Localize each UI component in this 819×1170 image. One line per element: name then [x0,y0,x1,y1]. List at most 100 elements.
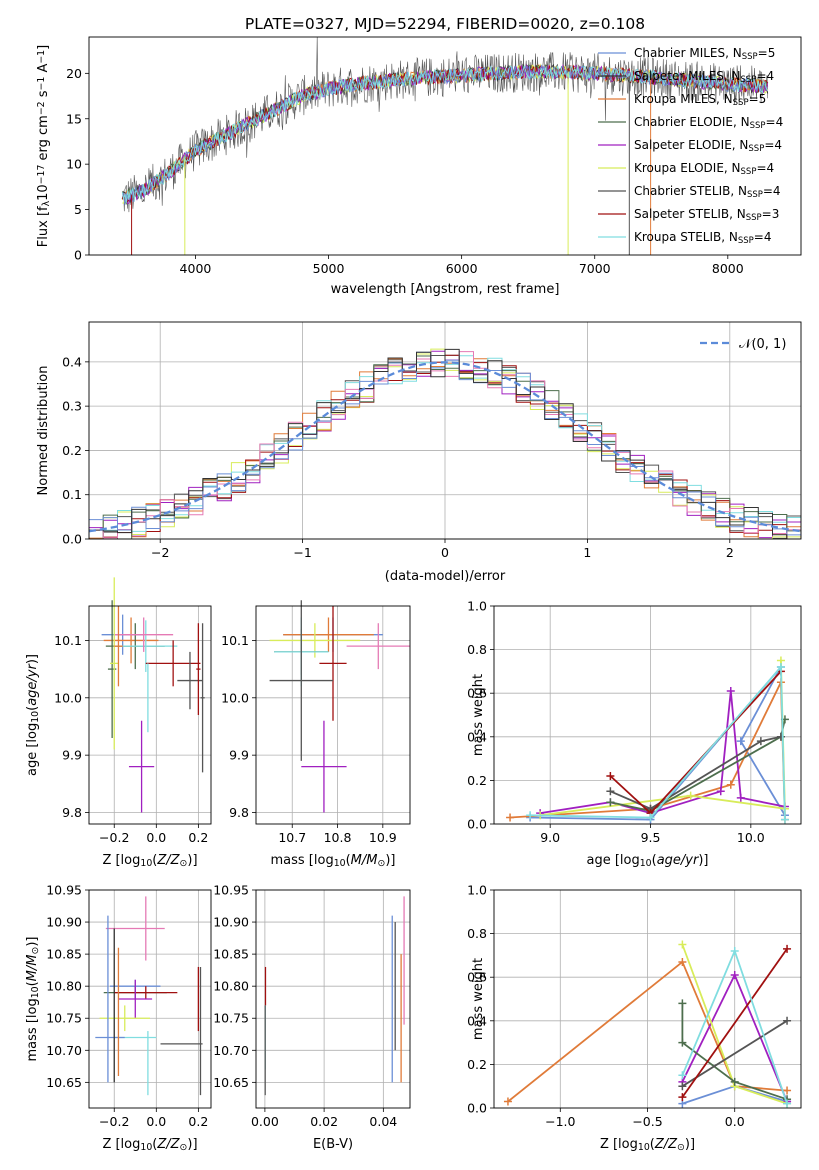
y-tick-label: 1.0 [467,883,487,898]
y-axis-label: Flux [fλ10−17 erg cm−2 s−1 A−1] [36,45,52,247]
x-axis-label: mass [log10(M/M⊙)] [271,853,396,869]
weight-line [540,660,786,817]
x-tick-label: 10.7 [278,830,306,845]
y-tick-label: 0.2 [62,443,82,458]
x-tick-label: 6000 [446,261,478,276]
axes-frame [255,605,411,825]
legend: Chabrier MILES, NSSP=5 Salpeter MILES, NS… [598,46,783,246]
weight-marker [783,1099,792,1108]
y-tick-label: 15 [66,111,82,126]
y-tick-label: 0.0 [62,532,82,547]
x-tick-label: −1.0 [545,1114,575,1129]
y-axis-label: age [log10(age/yr)] [25,654,41,776]
x-axis-label: Z [log10(Z/Z⊙)] [600,1137,695,1153]
y-tick-label: 1.0 [467,599,487,614]
x-tick-label: 10.8 [324,830,352,845]
y-tick-label: 0.1 [62,487,82,502]
weight-marker [606,787,615,796]
y-tick-label: 10.0 [221,690,249,705]
y-tick-label: 10.80 [46,979,82,994]
legend-entry: Salpeter STELIB, NSSP=3 [634,207,779,223]
weight-marker [730,1077,739,1086]
weight-marker [646,813,655,822]
y-axis-label: mass [log10(M/M⊙)] [25,937,41,1062]
weight-marker [736,737,745,746]
weight-line [609,670,782,815]
weight-line [681,1003,788,1101]
y-tick-label: 0.2 [467,1057,487,1072]
weight-marker [730,971,739,980]
legend-entry: Chabrier ELODIE, NSSP=4 [634,115,783,131]
weight-marker [606,798,615,807]
legend-entry: Salpeter MILES, NSSP=4 [634,69,774,85]
y-tick-label: 0.0 [467,817,487,832]
weight-marker [606,772,615,781]
weight-marker [686,791,695,800]
x-tick-label: 0.02 [310,1114,338,1129]
y-tick-label: 10.85 [46,947,82,962]
weight-marker [726,780,735,789]
axes-frame [88,605,212,825]
massweight-vs-age-panel: 9.0 9.5 10.0 0.0 0.2 0.4 0.6 0.8 1.0 age [log10(a… [467,599,802,869]
age-vs-z-panel: −0.2 0.0 0.2 9.8 9.9 10.0 10.1 Z [log10(Z/Z⊙)] a… [25,577,212,869]
weight-marker [526,811,535,820]
x-tick-label: 0.2 [188,1114,208,1129]
y-tick-label: 0.4 [467,729,487,744]
weight-marker [783,944,792,953]
axes-frame [88,36,802,256]
weight-marker [730,947,739,956]
mass-vs-z-panel: −0.2 0.0 0.2 10.65 10.70 10.75 10.80 10.85 10.90… [25,883,212,1153]
y-tick-label: 0.2 [467,773,487,788]
legend-entry: 𝒩(0, 1) [739,337,786,352]
x-axis-label: E(B-V) [313,1137,353,1152]
y-tick-label: 20 [66,66,82,81]
weight-line [530,664,786,820]
histogram-step [89,348,801,539]
x-tick-label: 0.0 [146,830,166,845]
y-tick-label: 10.80 [213,979,249,994]
x-tick-label: 4000 [180,261,212,276]
y-tick-label: 10 [66,157,82,172]
y-tick-label: 0.4 [62,354,82,369]
legend-entry: Salpeter ELODIE, NSSP=4 [634,138,782,154]
x-tick-label: −0.5 [632,1114,662,1129]
weight-marker [756,737,765,746]
x-tick-label: 9.0 [540,830,560,845]
y-tick-label: 10.75 [46,1011,82,1026]
y-axis-label: Normed distribution [36,366,51,496]
legend-entry: Kroupa STELIB, NSSP=4 [634,230,772,246]
y-tick-label: 10.1 [54,633,82,648]
weight-marker [776,663,785,672]
weight-line [610,735,782,810]
x-tick-label: 0 [441,545,449,560]
legend-entry: Chabrier STELIB, NSSP=4 [634,184,781,200]
weight-marker [736,793,745,802]
y-tick-label: 10.0 [54,690,82,705]
y-axis-label: mass weight [471,958,486,1040]
legend-entry: Chabrier MILES, NSSP=5 [634,46,775,62]
x-axis-label: wavelength [Angstrom, rest frame] [331,282,560,297]
x-tick-label: 0.2 [188,830,208,845]
weight-marker [678,1071,687,1080]
figure-title: PLATE=0327, MJD=52294, FIBERID=0020, z=0… [245,15,645,33]
gaussian-curve [88,361,802,533]
weight-marker [678,1082,687,1091]
y-tick-label: 10.85 [213,947,249,962]
x-tick-label: 9.5 [641,830,661,845]
y-tick-label: 0 [74,248,82,263]
weight-marker [780,815,789,824]
weight-marker [783,1016,792,1025]
weight-marker [783,1086,792,1095]
y-tick-label: 9.9 [229,748,249,763]
y-tick-label: 5 [74,202,82,217]
x-tick-label: 8000 [712,261,744,276]
weight-line [530,666,786,821]
y-tick-label: 10.70 [46,1043,82,1058]
x-tick-label: 0.04 [369,1114,397,1129]
x-tick-label: −0.2 [99,830,129,845]
spectrum-line [121,64,769,203]
x-axis-label: (data-model)/error [385,569,506,584]
y-tick-label: 10.1 [221,633,249,648]
weight-marker [678,957,687,966]
massweight-vs-z-panel: −1.0 −0.5 0.0 0.0 0.2 0.4 0.6 0.8 1.0 Z [log10(Z/… [467,883,802,1153]
